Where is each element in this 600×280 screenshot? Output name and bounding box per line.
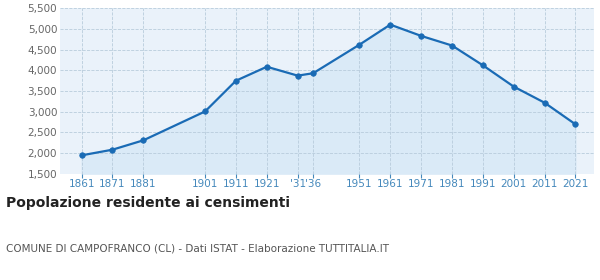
Text: COMUNE DI CAMPOFRANCO (CL) - Dati ISTAT - Elaborazione TUTTITALIA.IT: COMUNE DI CAMPOFRANCO (CL) - Dati ISTAT … xyxy=(6,244,389,254)
Text: Popolazione residente ai censimenti: Popolazione residente ai censimenti xyxy=(6,196,290,210)
